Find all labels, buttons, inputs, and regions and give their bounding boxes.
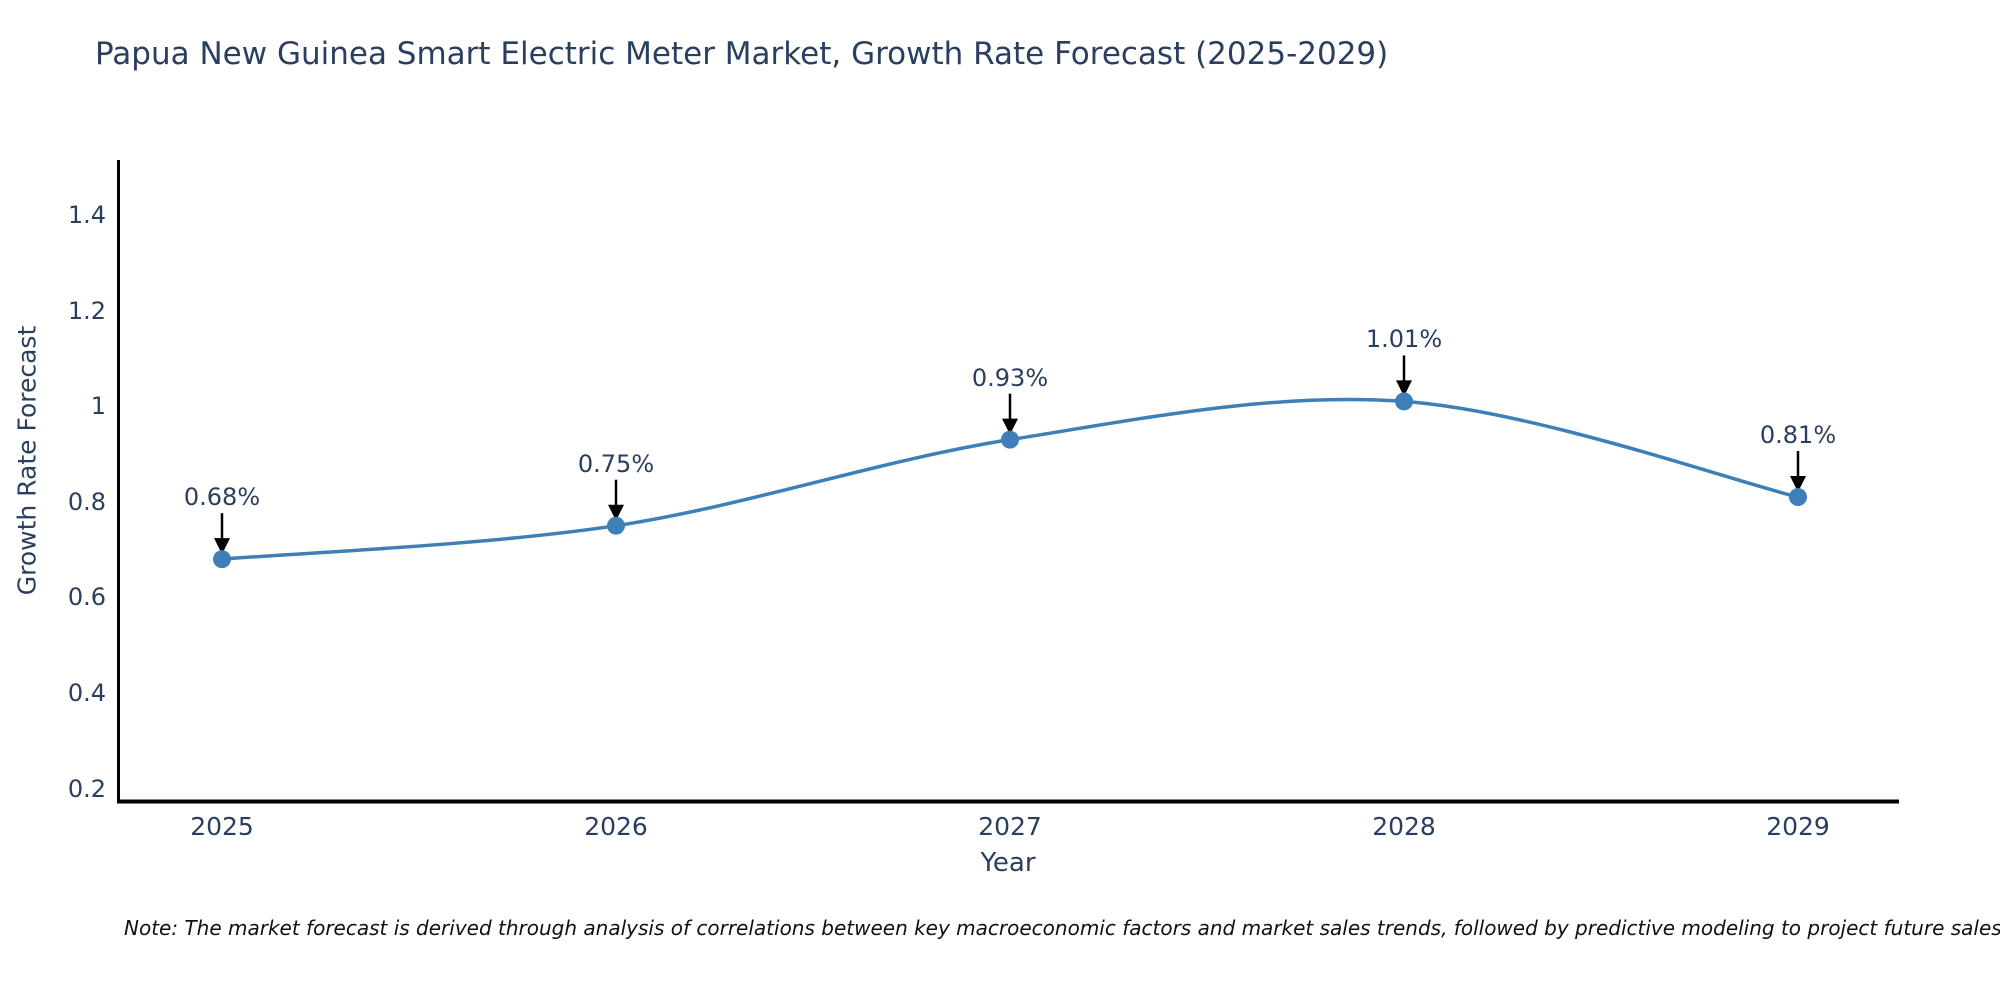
data-point-marker[interactable] bbox=[1001, 430, 1019, 449]
annotation-label: 0.81% bbox=[1759, 421, 1837, 450]
data-point-marker[interactable] bbox=[607, 516, 625, 535]
x-tick-label: 2028 bbox=[1372, 812, 1436, 841]
chart-title: Papua New Guinea Smart Electric Meter Ma… bbox=[95, 36, 1389, 72]
x-tick-label: 2025 bbox=[190, 812, 254, 841]
annotation-label: 1.01% bbox=[1365, 325, 1443, 354]
annotation-label: 0.75% bbox=[577, 449, 655, 478]
y-tick-label: 0.2 bbox=[67, 774, 106, 803]
annotation-arrowhead bbox=[1790, 476, 1806, 493]
y-axis-title: Growth Rate Forecast bbox=[12, 325, 42, 596]
annotation-label: 0.68% bbox=[183, 483, 261, 512]
annotation-arrowhead bbox=[1002, 418, 1018, 435]
y-tick-label: 1.2 bbox=[67, 296, 106, 325]
y-tick-label: 1.4 bbox=[67, 201, 106, 229]
x-tick-label: 2027 bbox=[978, 812, 1042, 841]
y-tick-label: 0.4 bbox=[67, 679, 106, 707]
annotation-label: 0.93% bbox=[971, 363, 1049, 392]
data-point-marker[interactable] bbox=[1395, 392, 1413, 411]
data-point-marker[interactable] bbox=[1789, 488, 1807, 507]
x-tick-label: 2026 bbox=[584, 812, 648, 841]
footnote: Note: The market forecast is derived thr… bbox=[124, 916, 2000, 940]
y-tick-label: 0.8 bbox=[67, 487, 106, 516]
x-axis-title: Year bbox=[980, 848, 1036, 878]
annotation-arrowhead bbox=[608, 504, 624, 521]
annotation-arrowhead bbox=[214, 538, 230, 555]
x-tick-label: 2029 bbox=[1766, 812, 1830, 841]
y-tick-label: 0.6 bbox=[67, 583, 106, 612]
y-tick-label: 1 bbox=[90, 392, 106, 421]
data-point-marker[interactable] bbox=[213, 550, 231, 569]
annotation-arrowhead bbox=[1396, 380, 1412, 397]
